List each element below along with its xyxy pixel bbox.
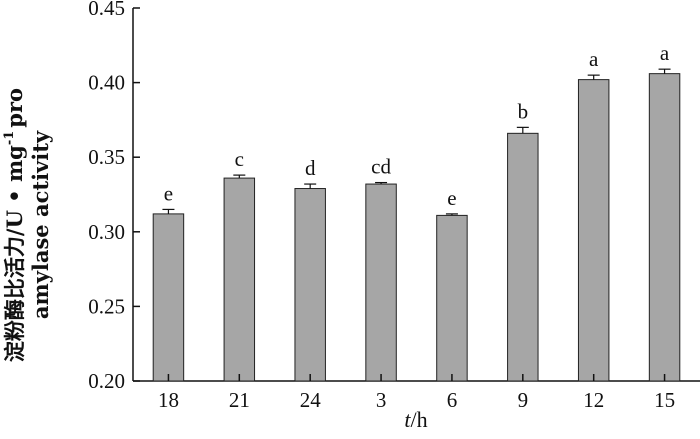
x-axis-title-unit: /h <box>411 407 428 432</box>
y-axis-label-line2: amylase activity <box>28 130 53 319</box>
plot-area: 0.20 0.25 0.30 0.35 0.40 0.45 e 18 c 21 d 24 cd 3 e 6 b 9… <box>88 0 700 412</box>
x-tick-label: 18 <box>158 388 179 412</box>
x-tick-label: 21 <box>229 388 250 412</box>
significance-label: e <box>447 186 456 210</box>
x-tick-label: 6 <box>447 388 458 412</box>
y-tick-label: 0.35 <box>88 145 125 169</box>
significance-label: c <box>235 147 244 171</box>
bar <box>365 183 397 382</box>
y-tick-label: 0.30 <box>88 220 125 244</box>
x-tick-label: 3 <box>376 388 387 412</box>
y-tick-label: 0.40 <box>88 71 125 95</box>
x-tick-label: 15 <box>654 388 675 412</box>
y-tick-label: 0.45 <box>88 0 125 20</box>
y-axis-label-superscript: -1 <box>2 131 17 145</box>
bar <box>648 73 681 382</box>
y-axis-label-line1: 淀粉酶比活力/U • mg-1 pro <box>2 88 27 362</box>
bar <box>223 177 256 382</box>
bar <box>436 214 468 382</box>
x-axis-title: t/h <box>404 407 427 432</box>
y-axis-label: 淀粉酶比活力/U • mg-1 pro amylase activity <box>2 88 53 362</box>
x-tick-label: 9 <box>518 388 529 412</box>
y-tick-label: 0.25 <box>88 294 125 318</box>
y-tick-label: 0.20 <box>88 369 125 393</box>
significance-label: a <box>589 47 599 71</box>
significance-label: e <box>164 181 173 205</box>
y-axis-label-main: 淀粉酶比活力/U • mg <box>2 145 27 362</box>
bar <box>507 132 539 382</box>
bar <box>294 188 326 382</box>
bar <box>577 79 610 382</box>
y-axis-label-tail: pro <box>2 88 27 128</box>
significance-label: d <box>305 156 316 180</box>
x-tick-label: 24 <box>300 388 322 412</box>
significance-label: cd <box>371 155 391 179</box>
significance-label: b <box>518 99 529 123</box>
x-axis-title-variable: t <box>404 407 411 432</box>
bar <box>152 213 185 382</box>
x-tick-label: 12 <box>583 388 604 412</box>
significance-label: a <box>660 41 670 65</box>
